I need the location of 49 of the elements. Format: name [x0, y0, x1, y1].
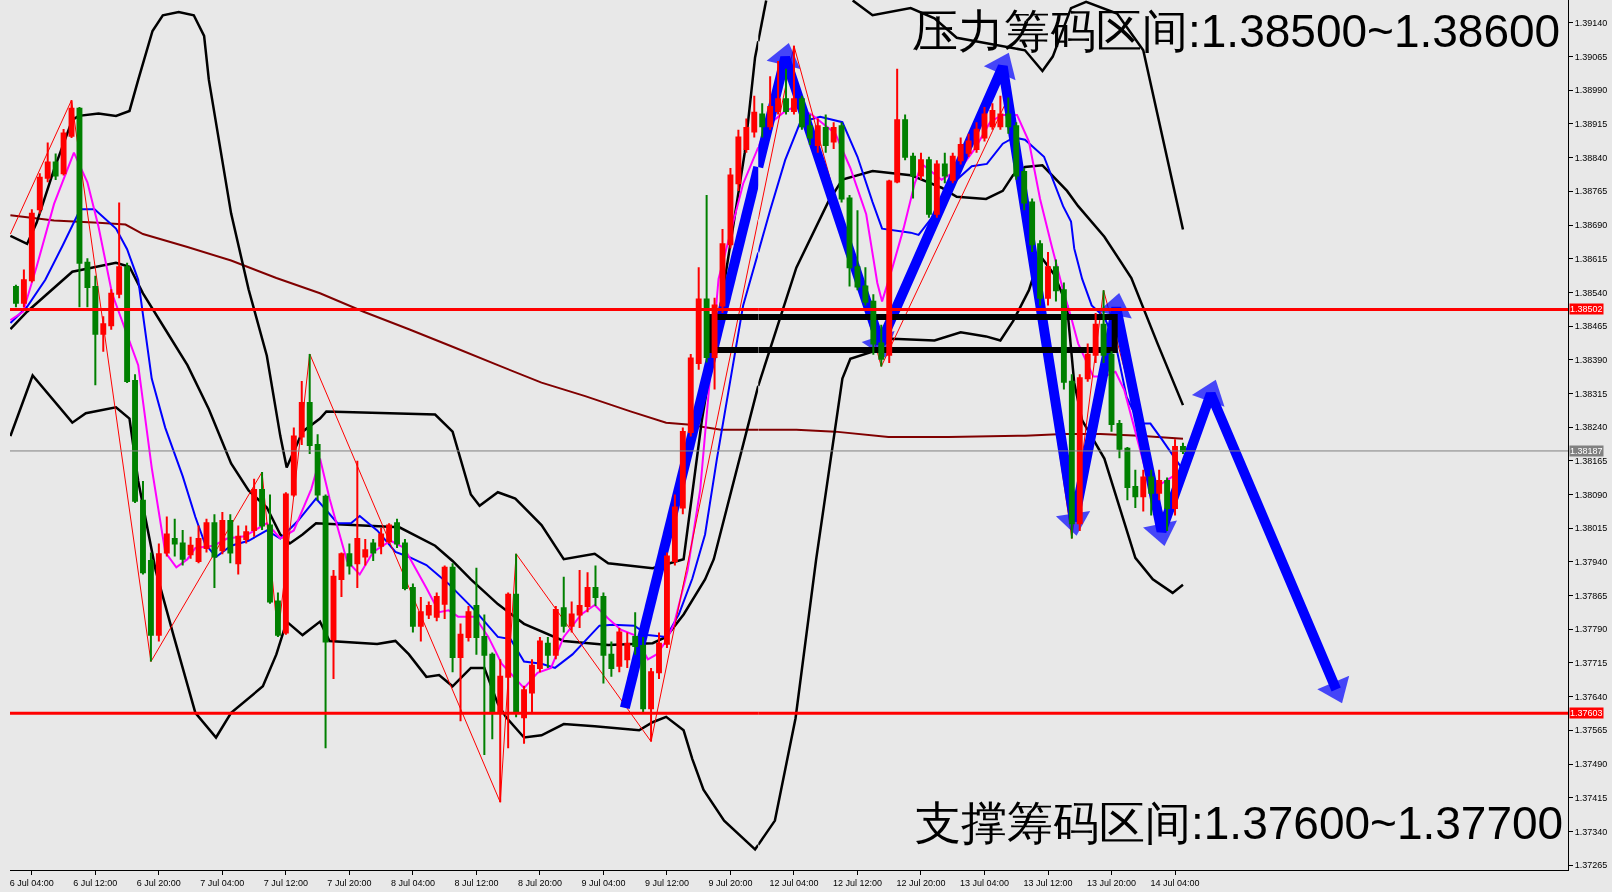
x-tick-label: 13 Jul 04:00 [959, 877, 1010, 888]
y-tick-label: 1.38915 [1574, 119, 1608, 130]
y-tick-label: 1.38015 [1574, 523, 1608, 534]
ref-line-label: 1.38502 [1570, 304, 1603, 314]
y-tick-label: 1.38090 [1574, 489, 1608, 500]
annotation: 支撑筹码区间:1.37600~1.37700 [915, 797, 1564, 849]
x-tick-label: 9 Jul 20:00 [708, 877, 753, 888]
x-tick-label: 13 Jul 12:00 [1023, 877, 1073, 888]
y-tick-label: 1.37640 [1574, 691, 1608, 702]
y-tick-label: 1.38615 [1574, 253, 1608, 264]
y-tick-label: 1.39140 [1574, 18, 1608, 29]
x-tick-label: 9 Jul 12:00 [644, 877, 689, 888]
y-tick-label: 1.38315 [1574, 388, 1608, 399]
x-tick-label: 6 Jul 04:00 [9, 877, 54, 888]
y-tick-label: 1.37415 [1574, 792, 1608, 803]
y-tick-label: 1.38540 [1574, 287, 1608, 298]
x-tick-label: 7 Jul 04:00 [200, 877, 245, 888]
x-tick-label: 12 Jul 12:00 [832, 877, 882, 888]
ref-line-label: 1.38187 [1570, 446, 1603, 456]
x-tick-label: 8 Jul 20:00 [517, 877, 562, 888]
y-tick-label: 1.39065 [1574, 51, 1608, 62]
x-tick-label: 8 Jul 12:00 [454, 877, 499, 888]
x-tick-label: 14 Jul 04:00 [1150, 877, 1200, 888]
y-tick-label: 1.37565 [1574, 725, 1608, 736]
y-tick-label: 1.38165 [1574, 455, 1608, 466]
y-tick-label: 1.37940 [1574, 557, 1608, 568]
y-tick-label: 1.37865 [1574, 590, 1608, 601]
y-tick-label: 1.38990 [1574, 85, 1608, 96]
x-tick-label: 7 Jul 12:00 [263, 877, 308, 888]
y-tick-label: 1.38690 [1574, 220, 1608, 231]
y-tick-label: 1.37790 [1574, 624, 1608, 635]
y-tick-label: 1.38765 [1574, 186, 1608, 197]
y-tick-label: 1.37490 [1574, 759, 1608, 770]
x-tick-label: 6 Jul 20:00 [136, 877, 181, 888]
x-tick-label: 6 Jul 12:00 [73, 877, 118, 888]
x-tick-label: 13 Jul 20:00 [1086, 877, 1137, 888]
x-tick-label: 12 Jul 04:00 [769, 877, 819, 888]
y-tick-label: 1.38840 [1574, 152, 1608, 163]
x-tick-label: 8 Jul 04:00 [390, 877, 435, 888]
y-tick-label: 1.37340 [1574, 826, 1608, 837]
x-tick-label: 9 Jul 04:00 [581, 877, 626, 888]
y-tick-label: 1.37715 [1574, 658, 1608, 669]
y-tick-label: 1.38465 [1574, 321, 1608, 332]
y-tick-label: 1.38240 [1574, 422, 1608, 433]
y-tick-label: 1.38390 [1574, 354, 1608, 365]
x-tick-label: 12 Jul 20:00 [896, 877, 946, 888]
ref-line-label: 1.37603 [1570, 708, 1603, 718]
x-tick-label: 7 Jul 20:00 [327, 877, 372, 888]
y-tick-label: 1.37265 [1574, 860, 1608, 871]
